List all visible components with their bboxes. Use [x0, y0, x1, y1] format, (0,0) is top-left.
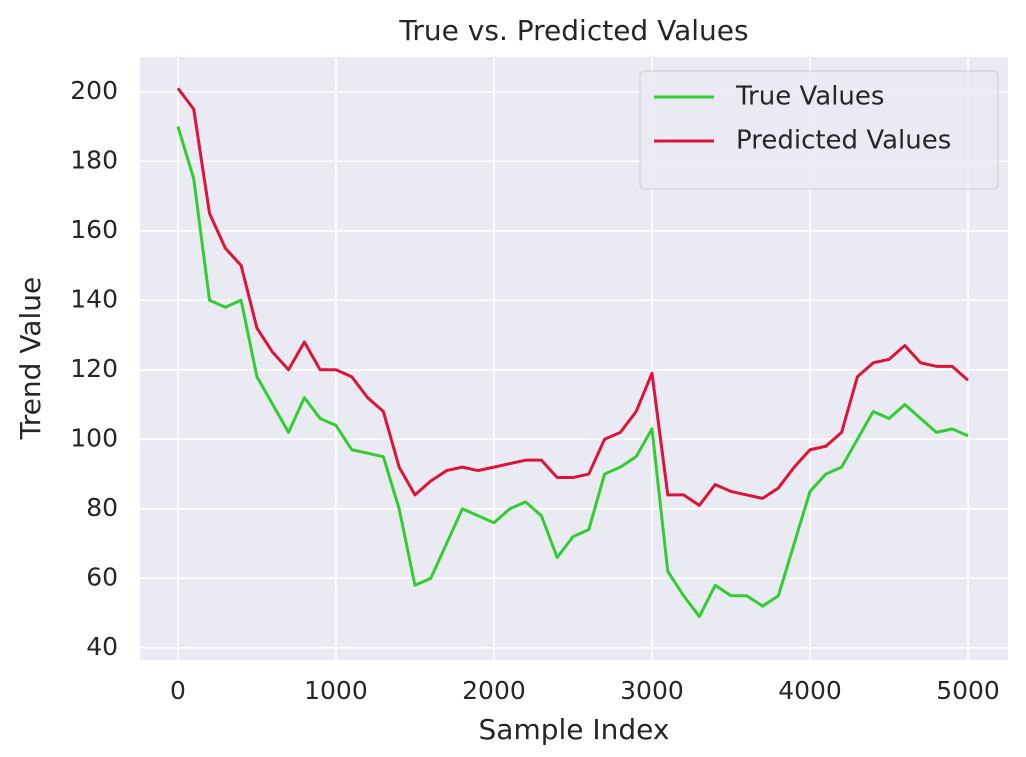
x-tick-label: 2000: [462, 676, 526, 705]
y-tick-label: 80: [86, 493, 118, 522]
x-tick-label: 0: [170, 676, 186, 705]
x-tick-label: 3000: [620, 676, 684, 705]
data-line: [176, 126, 969, 619]
y-tick-label: 40: [86, 632, 118, 661]
y-axis-label: Trend Value: [14, 277, 47, 440]
y-tick-label: 180: [70, 145, 118, 174]
y-tick-label: 140: [70, 284, 118, 313]
y-tick-label: 120: [70, 354, 118, 383]
y-tick-label: 160: [70, 215, 118, 244]
legend-label: True Values: [735, 82, 884, 112]
data-line: [176, 87, 970, 507]
x-tick-label: 4000: [778, 676, 842, 705]
x-tick-label: 1000: [304, 676, 368, 705]
chart-title: True vs. Predicted Values: [398, 14, 748, 47]
legend-label: Predicted Values: [736, 126, 951, 156]
y-tick-label: 200: [70, 76, 118, 105]
y-tick-label: 60: [86, 562, 118, 591]
x-tick-label: 5000: [936, 676, 1000, 705]
legend-box: [639, 70, 999, 190]
y-tick-label: 100: [70, 423, 118, 452]
x-axis-label: Sample Index: [479, 713, 670, 746]
